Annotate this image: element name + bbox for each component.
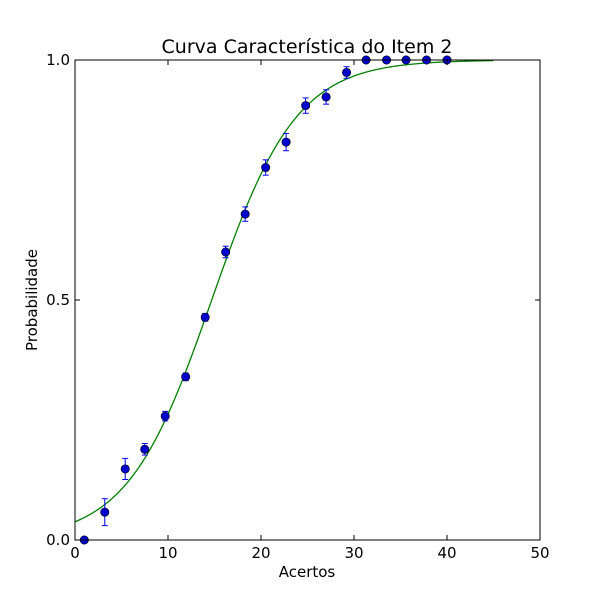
data-point	[261, 163, 271, 173]
x-tick-label: 20	[251, 544, 270, 562]
data-point	[200, 312, 210, 322]
x-axis-title: Acertos	[279, 563, 336, 581]
y-tick-label: 0.5	[46, 291, 70, 309]
data-point	[160, 411, 170, 421]
y-tick-label: 1.0	[46, 51, 70, 69]
data-point	[240, 209, 250, 219]
x-tick-label: 10	[158, 544, 177, 562]
x-tick-label: 0	[70, 544, 80, 562]
data-point	[321, 92, 331, 102]
data-point	[281, 137, 291, 147]
chart-title: Curva Característica do Item 2	[162, 36, 453, 58]
data-point	[181, 372, 191, 382]
y-axis-title: Probabilidade	[23, 249, 41, 351]
data-point	[140, 444, 150, 454]
y-tick-label: 0.0	[46, 531, 70, 549]
x-tick-label: 50	[530, 544, 549, 562]
plot-area: 0 10 20 30 40 50 0.0 0.5 1.0	[46, 51, 549, 562]
data-point	[100, 507, 110, 517]
x-tick-label: 40	[437, 544, 456, 562]
data-point	[301, 101, 311, 111]
data-point	[342, 67, 352, 77]
x-tick-label: 30	[344, 544, 363, 562]
data-point	[221, 247, 231, 257]
data-point	[120, 464, 130, 474]
